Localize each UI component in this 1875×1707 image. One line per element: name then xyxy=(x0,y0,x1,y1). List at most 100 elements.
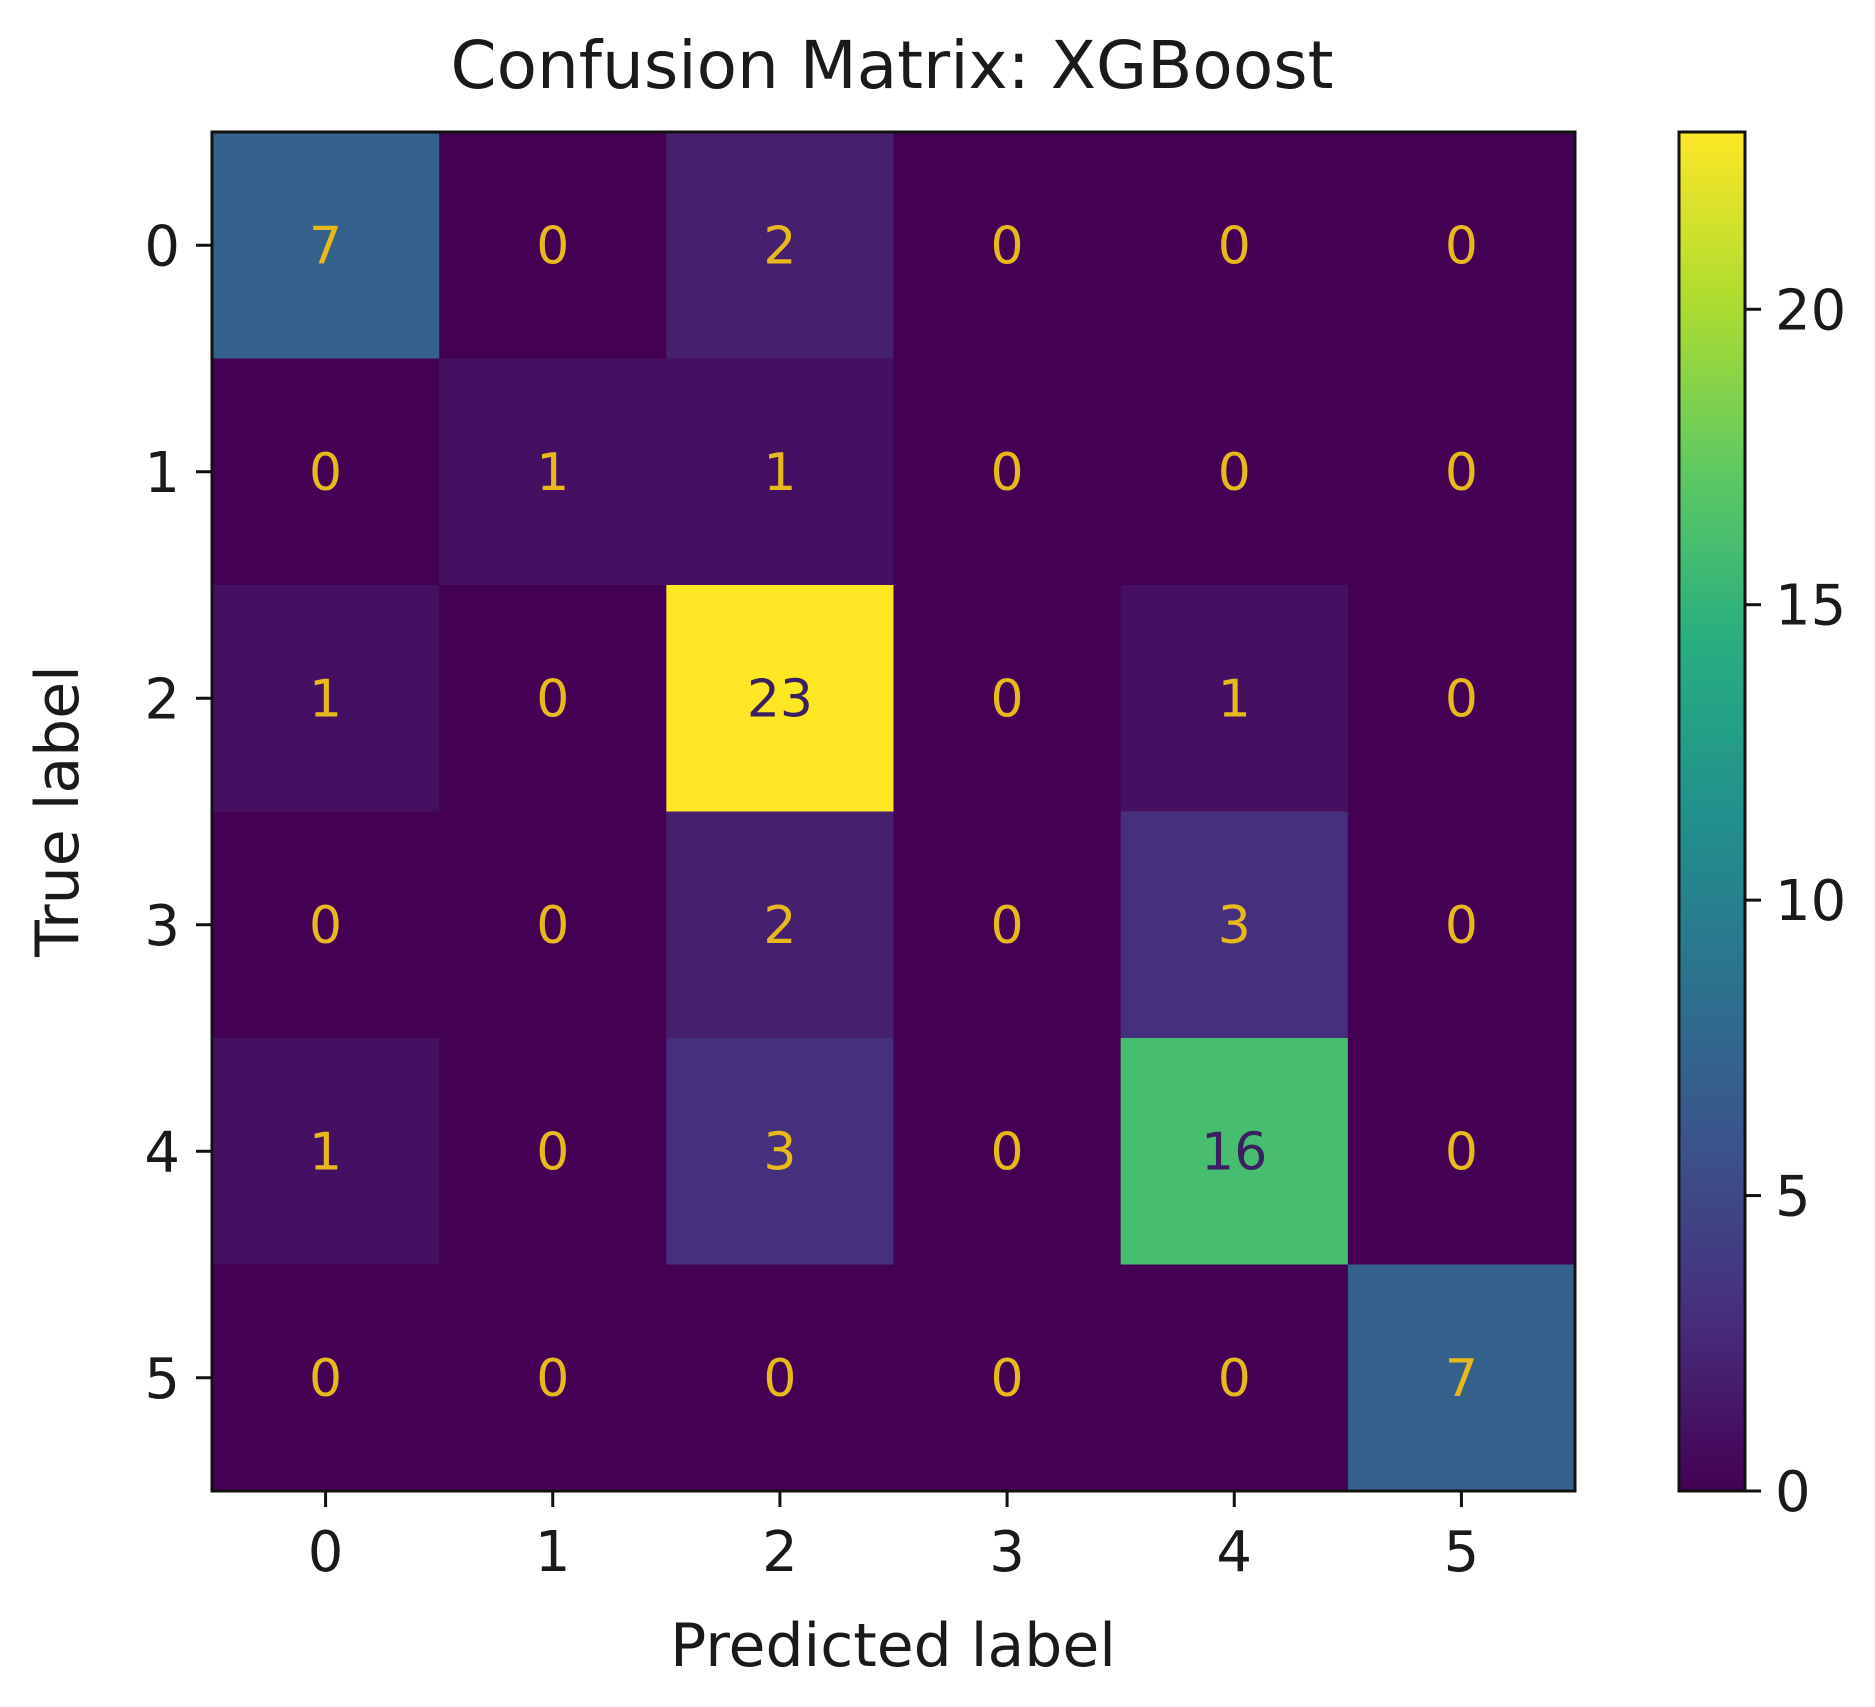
cell-value-label: 3 xyxy=(1218,896,1251,956)
heatmap-cell xyxy=(666,585,895,813)
heatmap-cell xyxy=(212,1264,440,1492)
y-tick-label: 2 xyxy=(144,667,180,732)
heatmap-cell xyxy=(439,811,667,1039)
heatmap-cell xyxy=(1347,1264,1576,1492)
heatmap-cell xyxy=(893,1038,1122,1266)
cell-value-label: 0 xyxy=(991,669,1024,729)
y-tick-label: 0 xyxy=(144,214,180,279)
colorbar-tick-label: 15 xyxy=(1775,574,1846,639)
heatmap-cell xyxy=(439,132,667,360)
cell-value-label: 0 xyxy=(536,216,569,276)
heatmap-cell xyxy=(439,1264,667,1492)
cell-value-label: 7 xyxy=(1445,1349,1478,1409)
x-tick-label: 0 xyxy=(308,1520,344,1585)
heatmap-cell xyxy=(666,1038,895,1266)
colorbar xyxy=(1677,130,1747,1493)
cell-value-label: 0 xyxy=(1445,443,1478,503)
y-tick-label: 3 xyxy=(144,894,180,959)
heatmap-cell xyxy=(439,585,667,813)
cell-value-label: 1 xyxy=(1218,669,1251,729)
heatmap-cell xyxy=(212,1038,440,1266)
heatmap-cell xyxy=(1120,1038,1349,1266)
cell-value-label: 0 xyxy=(536,1122,569,1182)
cell-value-label: 0 xyxy=(991,443,1024,503)
colorbar-tick-label: 5 xyxy=(1775,1165,1811,1230)
colorbar-ticks: 0 5 10 15 20 xyxy=(1745,278,1846,1525)
cell-value-label: 0 xyxy=(1218,216,1251,276)
x-tick-label: 3 xyxy=(989,1520,1025,1585)
colorbar-tick-label: 0 xyxy=(1775,1460,1811,1525)
cell-value-label: 2 xyxy=(763,896,796,956)
cell-value-label: 1 xyxy=(763,443,796,503)
heatmap-cell xyxy=(1120,811,1349,1039)
cell-value-label: 0 xyxy=(991,896,1024,956)
heatmap-cell xyxy=(893,132,1122,360)
cell-value-label: 7 xyxy=(309,216,342,276)
heatmap-cells xyxy=(212,132,1576,1492)
heatmap-cell xyxy=(439,358,667,586)
plot-frame xyxy=(210,130,1577,1493)
cell-value-label: 23 xyxy=(747,669,813,729)
x-tick-label: 2 xyxy=(762,1520,798,1585)
heatmap-cell-labels: 7 0 2 0 0 0 0 1 1 0 0 0 1 0 23 0 1 0 0 0 2 0 3 0 1 0 3 0 16 0 0 0 0 0 0 7 xyxy=(309,216,1478,1409)
heatmap-cell xyxy=(1120,358,1349,586)
x-tick-label: 1 xyxy=(535,1520,571,1585)
y-tick-label: 4 xyxy=(144,1120,180,1185)
heatmap-cell xyxy=(893,358,1122,586)
cell-value-label: 0 xyxy=(309,896,342,956)
heatmap-cell xyxy=(1347,358,1576,586)
heatmap-cell xyxy=(1347,132,1576,360)
cell-value-label: 0 xyxy=(536,669,569,729)
heatmap-cell xyxy=(893,585,1122,813)
cell-value-label: 0 xyxy=(1218,1349,1251,1409)
cell-value-label: 0 xyxy=(763,1349,796,1409)
cell-value-label: 0 xyxy=(1445,669,1478,729)
x-tick-label: 4 xyxy=(1216,1520,1252,1585)
x-axis-title: Predicted label xyxy=(670,1611,1116,1681)
heatmap-cell xyxy=(893,811,1122,1039)
cell-value-label: 0 xyxy=(536,1349,569,1409)
x-tick-label: 5 xyxy=(1444,1520,1480,1585)
heatmap-cell xyxy=(212,132,440,360)
cell-value-label: 0 xyxy=(991,1349,1024,1409)
heatmap-cell xyxy=(1347,585,1576,813)
chart-title: Confusion Matrix: XGBoost xyxy=(451,27,1334,104)
cell-value-label: 1 xyxy=(309,1122,342,1182)
y-tick-label: 1 xyxy=(144,441,180,506)
y-axis-title: True label xyxy=(23,665,93,958)
heatmap-cell xyxy=(1120,1264,1349,1492)
heatmap-cell xyxy=(1347,811,1576,1039)
heatmap-cell xyxy=(212,358,440,586)
x-axis-ticks: 0 1 2 3 4 5 xyxy=(308,1491,1479,1585)
colorbar-tick-label: 20 xyxy=(1775,278,1846,343)
cell-value-label: 1 xyxy=(536,443,569,503)
cell-value-label: 0 xyxy=(536,896,569,956)
cell-value-label: 16 xyxy=(1201,1122,1267,1182)
cell-value-label: 0 xyxy=(309,1349,342,1409)
cell-value-label: 0 xyxy=(991,1122,1024,1182)
heatmap-cell xyxy=(1347,1038,1576,1266)
heatmap-cell xyxy=(212,585,440,813)
cell-value-label: 0 xyxy=(1218,443,1251,503)
heatmap-cell xyxy=(212,811,440,1039)
cell-value-label: 2 xyxy=(763,216,796,276)
heatmap-cell xyxy=(666,132,895,360)
cell-value-label: 0 xyxy=(1445,216,1478,276)
y-axis-ticks: 0 1 2 3 4 5 xyxy=(144,214,212,1412)
heatmap-cell xyxy=(1120,585,1349,813)
cell-value-label: 3 xyxy=(763,1122,796,1182)
heatmap-cell xyxy=(666,1264,895,1492)
heatmap-cell xyxy=(439,1038,667,1266)
heatmap-cell xyxy=(1120,132,1349,360)
heatmap-cell xyxy=(666,811,895,1039)
heatmap-cell xyxy=(893,1264,1122,1492)
heatmap-cell xyxy=(666,358,895,586)
y-tick-label: 5 xyxy=(144,1347,180,1412)
cell-value-label: 1 xyxy=(309,669,342,729)
cell-value-label: 0 xyxy=(991,216,1024,276)
cell-value-label: 0 xyxy=(1445,896,1478,956)
colorbar-tick-label: 10 xyxy=(1775,869,1846,934)
cell-value-label: 0 xyxy=(1445,1122,1478,1182)
cell-value-label: 0 xyxy=(309,443,342,503)
